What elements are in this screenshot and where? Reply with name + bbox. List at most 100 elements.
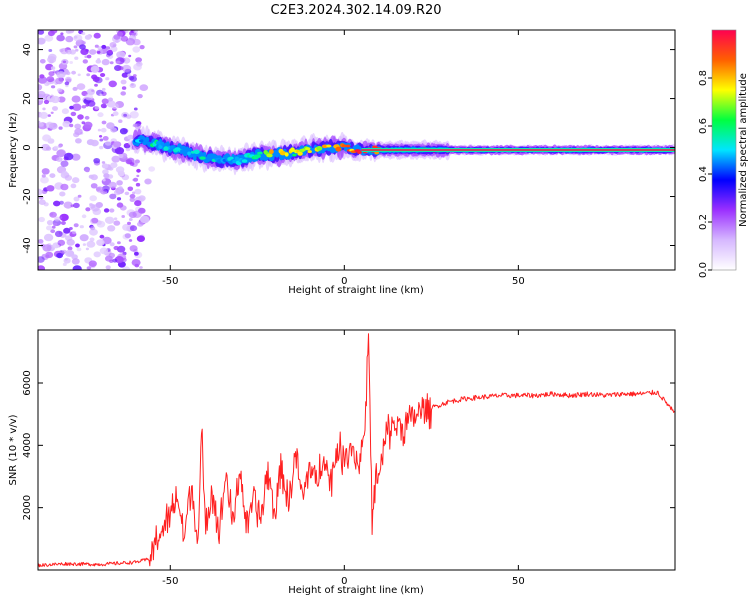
noise-blob [81, 41, 86, 45]
noise-blob [77, 194, 82, 198]
track-blob [279, 151, 286, 156]
noise-blob [76, 83, 86, 90]
track-blob [326, 144, 332, 148]
noise-blob [52, 106, 58, 111]
noise-blob [38, 239, 44, 244]
noise-blob [93, 251, 101, 258]
noise-blob [47, 56, 57, 64]
snr-x-tick-label: 0 [341, 576, 347, 587]
noise-blob [46, 225, 53, 231]
noise-blob [73, 45, 78, 49]
noise-blob [75, 243, 80, 248]
noise-blob [116, 180, 123, 186]
spectrogram-x-tick-label: 0 [341, 276, 347, 287]
spectrogram-signal-track [132, 125, 675, 176]
noise-blob [95, 186, 104, 193]
noise-blob [90, 204, 100, 212]
noise-blob [53, 200, 61, 207]
noise-blob [44, 34, 54, 42]
track-blob [316, 146, 323, 151]
noise-blob [70, 183, 77, 189]
spectrogram-y-label: Frequency (Hz) [8, 112, 19, 188]
noise-blob [104, 216, 115, 224]
track-blob [307, 150, 312, 154]
noise-blob [38, 216, 45, 223]
noise-blob [121, 215, 125, 218]
noise-blob [79, 44, 86, 50]
noise-blob [70, 111, 77, 117]
noise-blob [133, 63, 142, 71]
noise-blob [86, 54, 92, 59]
noise-blob [104, 140, 112, 146]
noise-blob [45, 254, 50, 258]
noise-blob [42, 244, 52, 252]
noise-blob [109, 61, 114, 65]
noise-blob [39, 59, 46, 64]
noise-blob [69, 123, 74, 128]
noise-blob [81, 31, 86, 36]
colorbar-tick-label: 0.0 [698, 262, 709, 278]
noise-blob [114, 147, 125, 155]
noise-blob [63, 201, 73, 209]
noise-blob [120, 91, 126, 96]
noise-blob [72, 103, 82, 111]
noise-blob [135, 57, 143, 63]
noise-blob [85, 247, 89, 251]
noise-blob [66, 239, 75, 246]
noise-blob [123, 113, 127, 117]
noise-blob [41, 254, 47, 258]
noise-blob [109, 193, 117, 200]
colorbar-bar [712, 30, 736, 270]
noise-blob [117, 241, 121, 245]
track-blob [269, 149, 274, 155]
noise-blob [108, 80, 117, 88]
noise-blob [41, 143, 50, 151]
noise-blob [100, 127, 107, 133]
noise-blob [109, 208, 115, 213]
noise-blob [60, 32, 64, 35]
noise-blob [71, 70, 76, 75]
track-blob [144, 136, 150, 142]
figure-title: C2E3.2024.302.14.09.R20 [270, 3, 441, 18]
noise-blob [101, 161, 106, 164]
noise-blob [133, 177, 139, 182]
noise-blob [113, 245, 119, 251]
noise-blob [94, 83, 98, 87]
noise-blob [107, 49, 113, 54]
noise-blob [127, 73, 131, 77]
noise-blob [103, 173, 110, 179]
noise-blob [129, 197, 136, 202]
colorbar-tick-label: 0.2 [698, 214, 709, 230]
noise-blob [59, 200, 64, 205]
track-blob [290, 147, 295, 153]
noise-blob [112, 258, 118, 263]
noise-blob [72, 265, 82, 270]
noise-blob [90, 139, 99, 147]
track-blob [234, 156, 239, 161]
noise-blob [148, 166, 156, 172]
noise-blob [57, 239, 66, 246]
track-blob [169, 145, 175, 150]
track-blob [357, 150, 362, 154]
noise-blob [71, 258, 80, 265]
noise-blob [64, 175, 73, 181]
noise-blob [126, 114, 132, 119]
noise-blob [86, 266, 92, 270]
track-blob [160, 141, 165, 146]
snr-y-label: SNR (10 * v/v) [8, 414, 19, 485]
colorbar-label: Normalized spectral amplitude [738, 73, 749, 227]
noise-blob [43, 233, 54, 242]
spectrogram-x-tick-label: 50 [512, 276, 525, 287]
noise-blob [50, 95, 60, 104]
track-blob [284, 152, 289, 157]
noise-blob [50, 229, 56, 234]
noise-blob [86, 240, 96, 248]
noise-blob [56, 252, 63, 259]
noise-blob [57, 144, 62, 148]
noise-blob [88, 174, 94, 179]
noise-blob [136, 168, 141, 173]
noise-blob [111, 155, 121, 163]
noise-blob [122, 64, 132, 73]
noise-blob [119, 128, 128, 135]
